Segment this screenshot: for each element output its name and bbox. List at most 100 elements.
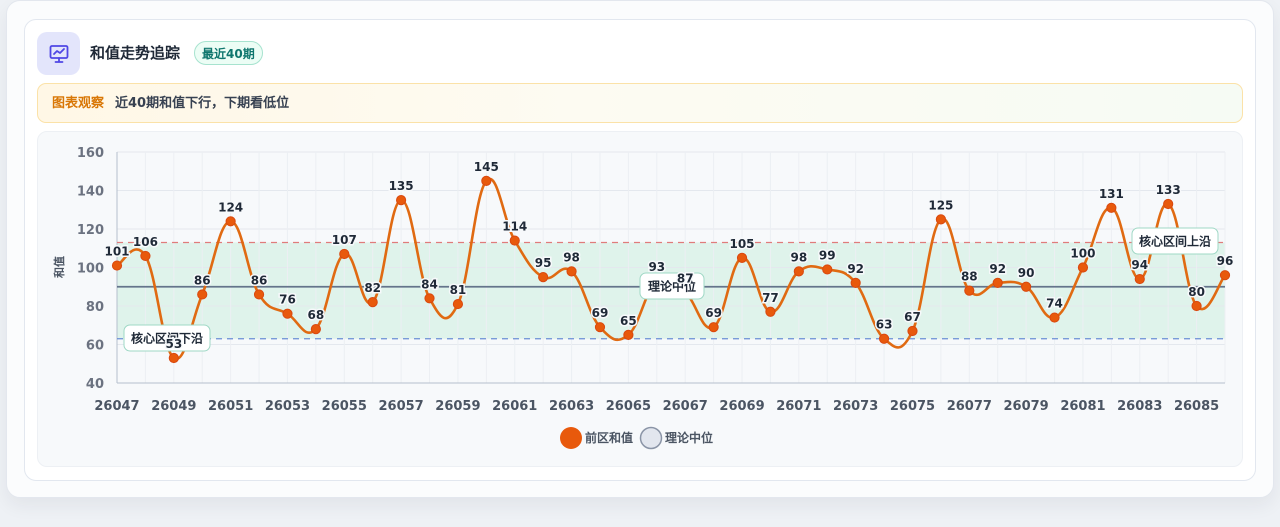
data-point: [935, 214, 946, 225]
data-label: 76: [279, 293, 296, 307]
y-tick-label: 160: [77, 146, 104, 161]
legend-swatch-median: [639, 426, 663, 450]
data-point: [765, 306, 776, 317]
data-point: [538, 272, 549, 283]
data-label: 124: [218, 200, 243, 214]
data-point: [964, 285, 975, 296]
data-label: 131: [1099, 187, 1124, 201]
x-tick-label: 26081: [1060, 399, 1105, 414]
y-tick-label: 80: [86, 300, 104, 315]
data-point: [1049, 312, 1060, 323]
data-label: 92: [847, 262, 864, 276]
x-tick-label: 26051: [208, 399, 253, 414]
data-label: 98: [563, 250, 580, 264]
x-tick-label: 26085: [1174, 399, 1219, 414]
data-label: 86: [251, 273, 268, 287]
data-point: [850, 277, 861, 288]
data-label: 77: [762, 291, 779, 305]
data-label: 105: [729, 237, 754, 251]
data-label: 133: [1156, 183, 1181, 197]
data-label: 81: [450, 283, 467, 297]
data-point: [396, 195, 407, 206]
data-label: 67: [904, 310, 921, 324]
data-point: [339, 248, 350, 260]
data-point: [367, 297, 378, 308]
data-point: [140, 250, 151, 262]
data-point: [1106, 202, 1117, 213]
data-label: 95: [535, 256, 552, 270]
y-tick-label: 120: [77, 223, 104, 238]
data-label: 96: [1217, 254, 1234, 268]
y-tick-label: 140: [77, 185, 104, 200]
x-tick-label: 26079: [1004, 399, 1049, 414]
x-tick-label: 26071: [776, 399, 821, 414]
data-point: [225, 216, 236, 227]
data-label: 86: [194, 273, 211, 287]
period-badge: 最近40期: [194, 41, 263, 65]
data-label: 80: [1188, 285, 1205, 299]
data-point: [736, 252, 748, 263]
x-tick-label: 26065: [606, 399, 651, 414]
x-tick-label: 26053: [265, 399, 310, 414]
x-tick-label: 26057: [378, 399, 423, 414]
legend: 前区和值 理论中位: [560, 426, 713, 450]
data-point: [509, 235, 520, 246]
x-tick-label: 26067: [663, 399, 708, 414]
data-point: [111, 260, 123, 271]
data-point: [907, 325, 918, 337]
legend-swatch-front-sum: [560, 427, 582, 449]
x-tick-label: 26075: [890, 399, 935, 414]
data-label: 84: [421, 277, 438, 291]
x-tick-label: 26077: [947, 399, 992, 414]
data-point: [708, 322, 719, 333]
data-label: 69: [705, 306, 722, 320]
data-point: [168, 352, 179, 364]
x-tick-label: 26061: [492, 399, 537, 414]
data-label: 53: [165, 337, 182, 351]
x-tick-label: 26055: [322, 399, 367, 414]
median-label-box: [639, 272, 705, 300]
observation-banner: 图表观察 近40期和值下行，下期看低位: [37, 83, 1243, 123]
data-point: [793, 266, 804, 277]
data-label: 65: [620, 314, 637, 328]
data-label: 106: [133, 235, 158, 249]
data-point: [424, 293, 435, 304]
data-label: 145: [474, 160, 499, 174]
lower-bound-label-text: 核心区间下沿: [131, 331, 203, 346]
data-point: [1191, 300, 1202, 312]
legend-label-median: 理论中位: [665, 430, 713, 445]
data-point: [481, 175, 492, 186]
x-tick-label: 26049: [151, 399, 196, 414]
x-tick-label: 26047: [94, 399, 139, 414]
data-label: 101: [104, 245, 129, 259]
x-tick-label: 26069: [719, 399, 764, 414]
x-tick-label: 26083: [1117, 399, 1162, 414]
data-label: 74: [1046, 297, 1063, 311]
median-label: 理论中位: [639, 272, 705, 300]
data-label: 99: [819, 248, 836, 262]
data-point: [310, 324, 321, 335]
data-label: 88: [961, 270, 978, 284]
data-point: [1134, 273, 1145, 285]
data-point: [282, 308, 293, 319]
x-tick-label: 26063: [549, 399, 594, 414]
data-label: 68: [308, 308, 325, 322]
data-point: [1219, 270, 1231, 281]
data-point: [452, 298, 464, 310]
data-point: [822, 264, 833, 275]
data-point: [992, 277, 1003, 288]
data-label: 135: [389, 179, 414, 193]
data-point: [594, 322, 606, 333]
data-point: [1021, 281, 1032, 292]
data-label: 90: [1018, 266, 1035, 280]
data-point: [253, 289, 265, 300]
data-point: [878, 333, 890, 344]
lower-bound-label: 核心区间下沿: [123, 324, 211, 352]
y-tick-label: 40: [86, 377, 104, 392]
y-tick-label: 60: [86, 339, 104, 354]
median-label-text: 理论中位: [648, 279, 696, 294]
data-label: 94: [1131, 258, 1148, 272]
data-label: 107: [332, 233, 357, 247]
data-label: 92: [989, 262, 1006, 276]
data-point: [1077, 262, 1089, 273]
